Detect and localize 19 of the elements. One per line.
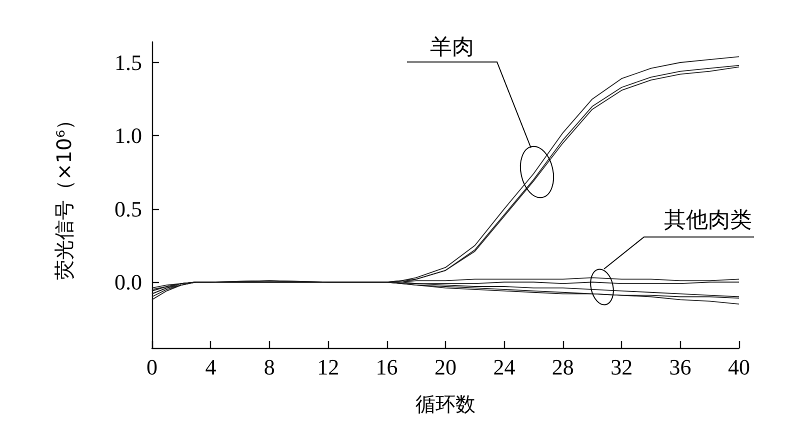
annotation: 其他肉类 — [664, 208, 752, 233]
y-tick-label: 0.5 — [114, 196, 142, 222]
annotation: 羊肉 — [430, 35, 474, 60]
x-axis-title: 循环数 — [416, 392, 476, 416]
x-tick-label: 20 — [434, 354, 456, 380]
x-tick-label: 40 — [728, 354, 750, 380]
x-tick-label: 4 — [205, 354, 216, 380]
x-tick-label: 0 — [146, 354, 158, 380]
x-tick-label: 24 — [493, 354, 516, 380]
y-axis-title: 荧光信号（×10⁶） — [52, 110, 76, 280]
x-tick-label: 12 — [317, 354, 340, 380]
x-tick-label: 28 — [552, 354, 574, 380]
y-tick-label: 1.5 — [114, 50, 142, 75]
y-tick-label: 0.0 — [114, 270, 142, 295]
y-tick-label: 1.0 — [114, 123, 142, 148]
x-tick-label: 36 — [669, 354, 692, 380]
x-tick-label: 32 — [610, 354, 633, 380]
x-tick-label: 16 — [376, 354, 398, 380]
x-tick-label: 8 — [264, 354, 275, 380]
